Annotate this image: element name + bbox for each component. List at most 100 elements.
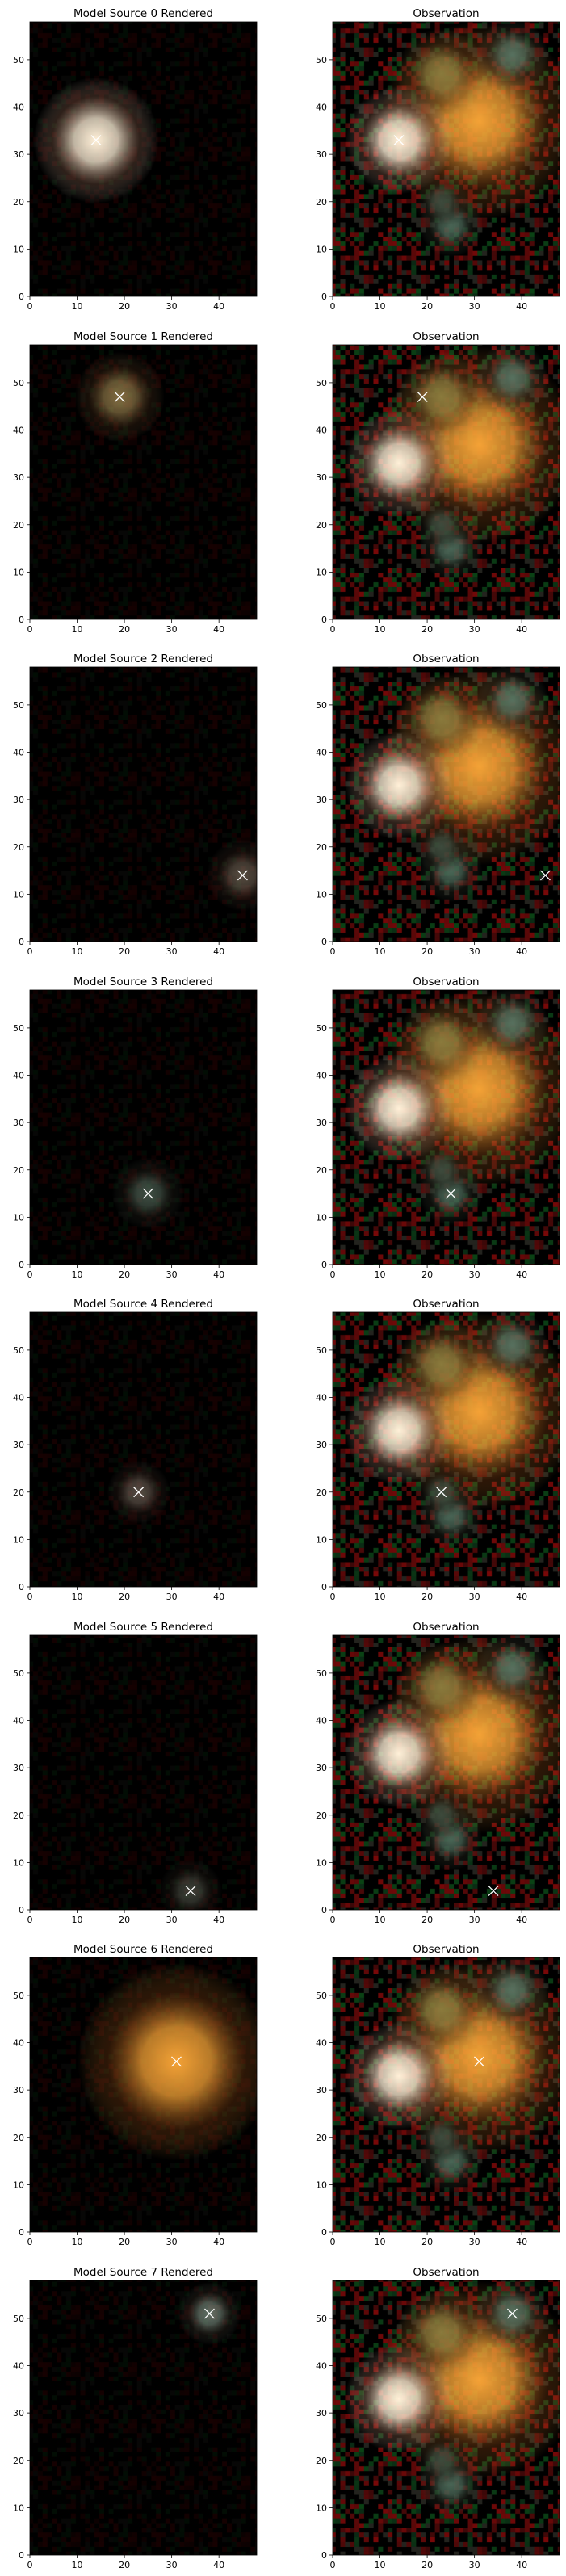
source-position-marker (185, 1886, 196, 1897)
observation-source-blob (414, 820, 469, 875)
observation-source-blob (396, 673, 487, 765)
y-tick-label: 50 (13, 1991, 24, 2001)
x-tick-label: 0 (330, 1915, 336, 1925)
x-tick-label: 0 (330, 301, 336, 312)
y-tick-label: 50 (316, 2314, 327, 2324)
y-tick-label: 10 (316, 1534, 327, 1545)
source-position-marker (393, 135, 405, 146)
y-tick-label: 0 (19, 1260, 24, 1270)
x-tick-label: 10 (375, 2237, 386, 2247)
axes-frame (29, 21, 258, 297)
y-tick-label: 10 (316, 244, 327, 254)
source-position-marker (133, 1487, 145, 1498)
x-tick-label: 20 (119, 301, 130, 312)
observation-image (333, 2280, 560, 2555)
source-position-marker (237, 870, 248, 881)
axes-frame (29, 989, 258, 1265)
model-title: Model Source 3 Rendered (73, 975, 213, 988)
model-image (30, 667, 257, 942)
x-tick-label: 40 (213, 624, 224, 635)
axes-frame (29, 1957, 258, 2233)
model-source-blob (159, 1859, 222, 1910)
y-tick-label: 40 (13, 1071, 24, 1081)
x-tick-label: 10 (375, 301, 386, 312)
x-tick-label: 0 (330, 1269, 336, 1280)
axes-frame (332, 1634, 560, 1911)
x-tick-label: 30 (166, 2237, 178, 2247)
y-tick-label: 40 (13, 748, 24, 758)
x-tick-label: 30 (166, 1592, 178, 1602)
y-tick-label: 40 (316, 103, 327, 113)
x-tick-label: 0 (27, 624, 33, 635)
y-tick-label: 20 (316, 2133, 327, 2143)
model-title: Model Source 6 Rendered (73, 1943, 213, 1956)
axes-frame (29, 666, 258, 942)
y-tick-label: 30 (316, 2408, 327, 2419)
x-tick-label: 40 (213, 1592, 224, 1602)
y-tick-label: 30 (13, 2085, 24, 2096)
x-tick-label: 0 (330, 1592, 336, 1602)
model-panel: 0 10 20 30 40 0 10 20 30 40 50 Model Source 6 Rende… (13, 1943, 258, 2247)
model-title: Model Source 4 Rendered (73, 1298, 213, 1311)
y-tick-label: 50 (316, 55, 327, 65)
model-title: Model Source 5 Rendered (73, 1621, 213, 1634)
x-tick-label: 0 (330, 946, 336, 957)
source-position-marker (474, 2056, 484, 2067)
observation-title: Observation (413, 330, 479, 343)
model-source-blob (78, 1962, 257, 2161)
model-panel: 0 10 20 30 40 0 10 20 30 40 50 Model Source 2 Rende… (13, 652, 258, 957)
x-tick-label: 20 (421, 1592, 433, 1602)
observation-panel: 0 10 20 30 40 0 10 20 30 40 50 Observation (316, 1298, 560, 1602)
x-tick-label: 20 (119, 1915, 130, 1925)
observation-source-blob (414, 1788, 469, 1843)
x-tick-label: 20 (119, 1592, 130, 1602)
x-tick-label: 0 (27, 301, 33, 312)
x-tick-label: 40 (213, 2560, 224, 2570)
observation-panel: 0 10 20 30 40 0 10 20 30 40 50 Observation (316, 1621, 560, 1925)
axes-frame (332, 2280, 560, 2556)
x-tick-label: 0 (330, 2237, 336, 2247)
model-panel: 0 10 20 30 40 0 10 20 30 40 50 Model Source 0 Rende… (13, 7, 258, 312)
observation-title: Observation (413, 652, 479, 665)
observation-panel: 0 10 20 30 40 0 10 20 30 40 50 Observation (316, 975, 560, 1280)
x-tick-label: 10 (72, 1592, 83, 1602)
observation-source-blob (396, 1319, 487, 1410)
observation-image (333, 345, 560, 619)
y-tick-label: 20 (13, 197, 24, 208)
axes-frame (332, 989, 560, 1265)
y-tick-label: 40 (13, 2038, 24, 2049)
observation-source-blob (476, 1957, 548, 2027)
x-tick-label: 20 (421, 301, 433, 312)
observation-image (333, 1635, 560, 1910)
x-tick-label: 30 (469, 624, 480, 635)
y-tick-label: 50 (13, 700, 24, 711)
x-tick-label: 30 (166, 624, 178, 635)
y-tick-label: 10 (13, 1212, 24, 1223)
y-tick-label: 30 (316, 1118, 327, 1128)
y-tick-label: 0 (19, 1905, 24, 1915)
y-tick-label: 40 (316, 1716, 327, 1726)
x-tick-label: 0 (27, 1915, 33, 1925)
y-tick-label: 40 (13, 103, 24, 113)
observation-source-blob (476, 22, 548, 91)
y-tick-label: 50 (13, 2314, 24, 2324)
x-tick-label: 20 (421, 1915, 433, 1925)
observation-source-blob (414, 2433, 469, 2488)
y-tick-label: 0 (321, 292, 327, 302)
model-title: Model Source 2 Rendered (73, 652, 213, 665)
axes-frame (332, 21, 560, 297)
observation-source-blob (476, 1312, 548, 1382)
axes-frame (332, 1311, 560, 1588)
y-tick-label: 20 (13, 1487, 24, 1498)
x-tick-label: 10 (375, 946, 386, 957)
y-tick-label: 0 (321, 937, 327, 947)
observation-image (333, 990, 560, 1265)
observation-image (333, 1312, 560, 1587)
source-position-marker (142, 1188, 153, 1199)
y-tick-label: 20 (316, 1165, 327, 1176)
x-tick-label: 10 (72, 301, 83, 312)
y-tick-label: 20 (316, 1487, 327, 1498)
y-tick-label: 40 (13, 1716, 24, 1726)
x-tick-label: 40 (213, 1915, 224, 1925)
y-tick-label: 30 (316, 1440, 327, 1450)
